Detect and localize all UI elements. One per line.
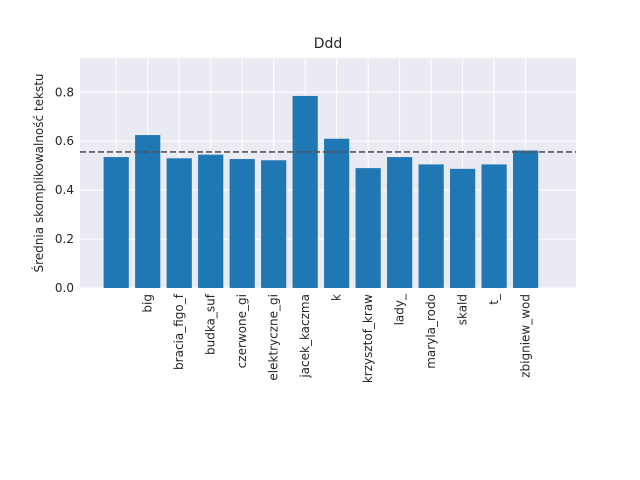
y-tick-label: 0.4 — [55, 183, 74, 197]
bar — [324, 138, 350, 288]
y-tick-label: 0.2 — [55, 232, 74, 246]
bar — [418, 164, 444, 288]
bar — [166, 158, 192, 288]
x-tick-label: big — [141, 294, 155, 313]
bar — [229, 159, 255, 288]
bar — [481, 164, 507, 288]
x-tick-label: zbigniew_wod — [519, 294, 533, 378]
bar — [513, 150, 539, 288]
bar — [103, 157, 129, 288]
x-tick-label: maryla_rodo — [424, 294, 438, 369]
chart-title: Ddd — [314, 36, 343, 52]
x-tick-label: k — [330, 294, 344, 301]
x-tick-label: lady_ — [393, 293, 407, 325]
bar — [355, 168, 381, 288]
bar — [261, 160, 287, 288]
y-tick-labels: 0.0 0.2 0.4 0.6 0.8 — [55, 85, 74, 295]
x-tick-label: jacek_kaczma — [298, 294, 312, 379]
x-tick-label: skald — [456, 294, 470, 325]
bar — [450, 168, 476, 288]
bar — [292, 95, 318, 288]
x-tick-label: czerwone_gi — [235, 294, 249, 368]
bar — [198, 154, 224, 288]
bars — [103, 95, 539, 288]
x-tick-label: krzysztof_kraw — [361, 294, 375, 383]
bar — [387, 157, 413, 288]
x-tick-label: bracia_figo_f — [172, 293, 186, 370]
y-axis-label: Średnia skomplikowalność tekstu — [31, 73, 46, 272]
y-tick-label: 0.6 — [55, 134, 74, 148]
bar — [135, 135, 161, 288]
x-tick-label: t_ — [487, 293, 501, 305]
x-tick-labels: big bracia_figo_f budka_suf czerwone_gi elek… — [141, 293, 533, 383]
x-tick-label: budka_suf — [204, 293, 218, 355]
x-tick-label: elektryczne_gi — [267, 294, 281, 381]
y-tick-label: 0.8 — [55, 85, 74, 99]
y-tick-label: 0.0 — [55, 281, 74, 295]
